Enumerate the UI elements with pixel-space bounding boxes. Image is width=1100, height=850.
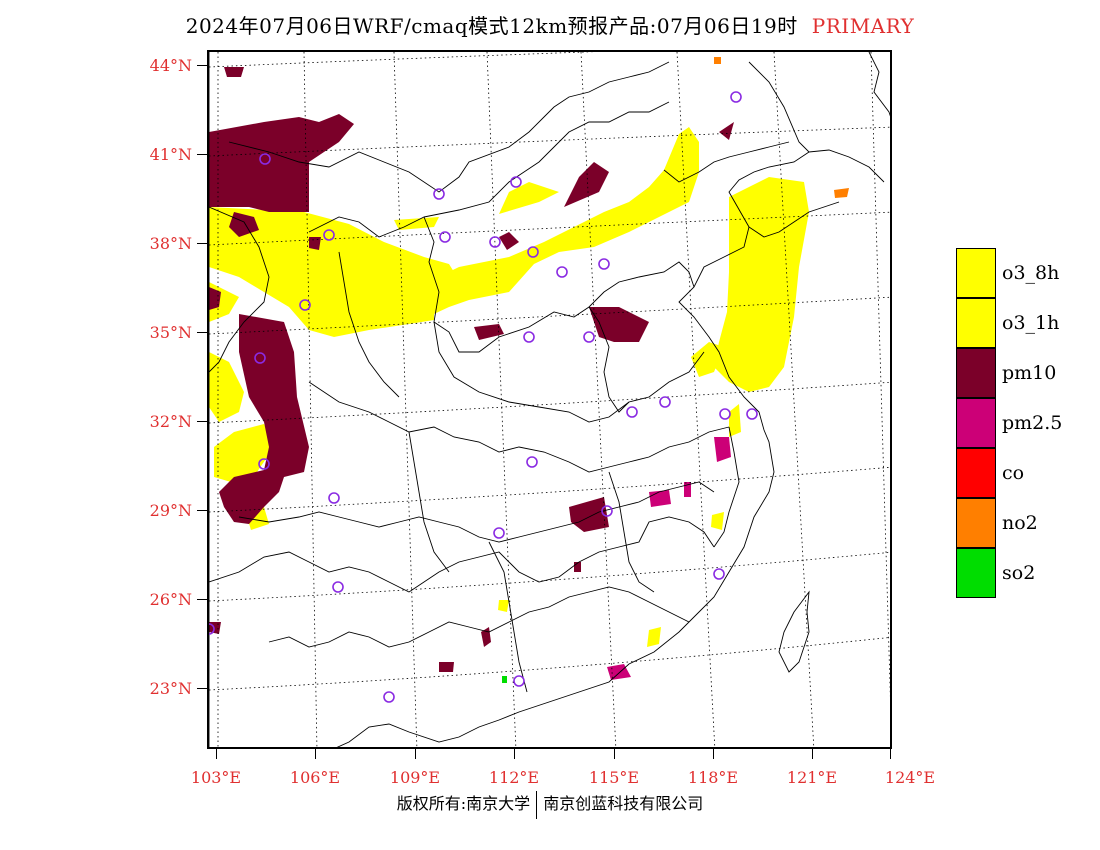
pm10-field [209,67,734,672]
legend: o3_8h o3_1h pm10 pm2.5 co no2 so2 [956,248,1096,598]
legend-item-pm25: pm2.5 [956,398,1096,448]
copyright-left: 版权所有:南京大学 [396,794,531,813]
legend-swatch-co [956,448,996,498]
legend-label-o3-8h: o3_8h [1002,262,1060,284]
legend-swatch-pm10 [956,348,996,398]
legend-label-no2: no2 [1002,512,1038,534]
lat-label-29: 29°N [149,501,192,520]
lon-label-115: 115°E [588,768,640,787]
lon-tick [614,749,615,759]
lon-label-118: 118°E [687,768,739,787]
lat-tick [197,332,207,333]
legend-item-no2: no2 [956,498,1096,548]
lon-label-112: 112°E [488,768,540,787]
lon-tick [713,749,714,759]
lat-tick [197,688,207,689]
no2-field [714,57,849,198]
lat-label-41: 41°N [149,145,192,164]
title-main: 2024年07月06日WRF/cmaq模式12km预报产品:07月06日19时 [185,14,798,38]
legend-swatch-pm25 [956,398,996,448]
lat-tick [197,421,207,422]
lat-tick [197,65,207,66]
lon-tick [890,749,891,759]
legend-label-pm25: pm2.5 [1002,412,1063,434]
lon-tick [216,749,217,759]
legend-label-o3-1h: o3_1h [1002,312,1060,334]
o3-field [209,127,809,647]
legend-item-co: co [956,448,1096,498]
legend-swatch-no2 [956,498,996,548]
station-markers [209,91,758,703]
lat-tick [197,154,207,155]
copyright-right: 南京创蓝科技有限公司 [543,794,704,813]
so2-field [502,676,507,683]
legend-swatch-so2 [956,548,996,598]
copyright-footer: 版权所有:南京大学 南京创蓝科技有限公司 [0,790,1100,819]
lon-label-124: 124°E [884,768,936,787]
lon-label-109: 109°E [389,768,441,787]
lat-label-23: 23°N [149,679,192,698]
legend-item-o3-1h: o3_1h [956,298,1096,348]
legend-label-so2: so2 [1002,562,1036,584]
legend-swatch-o3-8h [956,248,996,298]
legend-label-co: co [1002,462,1025,484]
lat-label-38: 38°N [149,234,192,253]
legend-swatch-o3-1h [956,298,996,348]
map-title: 2024年07月06日WRF/cmaq模式12km预报产品:07月06日19时 P… [0,10,1100,39]
lon-label-121: 121°E [786,768,838,787]
pm25-field [607,437,731,680]
legend-label-pm10: pm10 [1002,362,1057,384]
lon-label-103: 103°E [190,768,242,787]
map-canvas [209,52,890,747]
footer-divider [536,790,538,819]
lon-label-106: 106°E [289,768,341,787]
lat-label-44: 44°N [149,56,192,75]
lon-tick [315,749,316,759]
legend-item-so2: so2 [956,548,1096,598]
lat-label-26: 26°N [149,590,192,609]
title-tag: PRIMARY [811,14,915,38]
lat-label-35: 35°N [149,323,192,342]
lat-tick [197,510,207,511]
lat-label-32: 32°N [149,412,192,431]
legend-item-o3-8h: o3_8h [956,248,1096,298]
lat-tick [197,243,207,244]
lon-tick [514,749,515,759]
lon-tick [415,749,416,759]
lon-tick [812,749,813,759]
legend-item-pm10: pm10 [956,348,1096,398]
lat-tick [197,599,207,600]
forecast-map [207,50,892,749]
boundaries [209,52,890,747]
